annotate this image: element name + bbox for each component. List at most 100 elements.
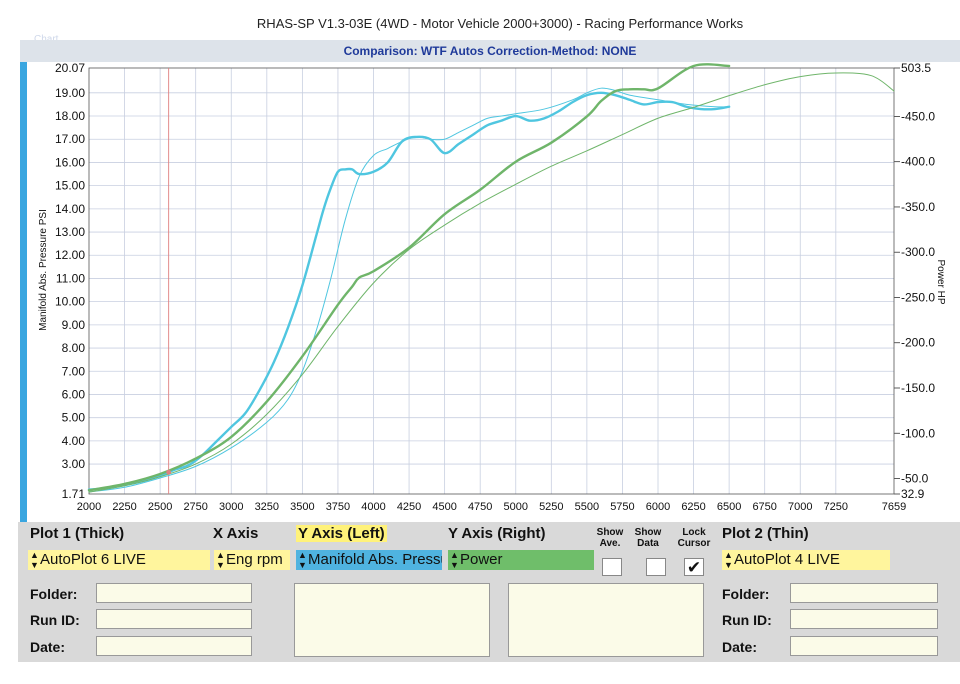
x-tick-label: 4750 bbox=[468, 501, 492, 513]
x-tick-label: 4000 bbox=[361, 501, 385, 513]
y-left-tick-label: 5.00 bbox=[62, 411, 86, 425]
y-left-tick-label: 17.00 bbox=[55, 132, 85, 146]
y-right-tick-label: 32.9 bbox=[901, 487, 925, 501]
lock-cursor-label: Lock Cursor bbox=[677, 527, 711, 549]
spinner-icon: ▲ ▼ bbox=[30, 550, 39, 570]
x-tick-label: 7250 bbox=[824, 501, 848, 513]
plot1-date-field[interactable] bbox=[96, 636, 252, 656]
x-axis-select-value: Eng rpm bbox=[226, 551, 283, 568]
x-axis-header: X Axis bbox=[213, 525, 259, 542]
plot1-folder-field[interactable] bbox=[96, 583, 252, 603]
y-left-tick-label: 18.00 bbox=[55, 109, 85, 123]
y-left-tick-label: 19.00 bbox=[55, 86, 85, 100]
cursor-marker bbox=[166, 469, 172, 475]
show-data-checkbox[interactable] bbox=[646, 558, 666, 576]
y-right-tick-label: -150.0 bbox=[901, 381, 935, 395]
plot2-folder-label: Folder: bbox=[722, 586, 770, 602]
chart-axes: 2000 2250 2500 2750 3000 3250 3500 3750 4000 4250… bbox=[55, 61, 935, 513]
y-left-tick-label: 3.00 bbox=[62, 457, 86, 471]
chart-series bbox=[87, 63, 895, 494]
show-ave-checkbox[interactable] bbox=[602, 558, 622, 576]
y-left-tick-label: 8.00 bbox=[62, 341, 86, 355]
x-axis-select[interactable]: ▲ ▼ Eng rpm bbox=[214, 550, 290, 570]
series-line-power-thick bbox=[87, 63, 731, 492]
plot2-run-id-label: Run ID: bbox=[722, 612, 772, 628]
spinner-icon: ▲ ▼ bbox=[298, 550, 307, 570]
plot2-select-value: AutoPlot 4 LIVE bbox=[734, 551, 840, 568]
left-scroll-strip[interactable] bbox=[20, 62, 27, 522]
plot2-date-field[interactable] bbox=[790, 636, 938, 656]
y-axis-right-header: Y Axis (Right) bbox=[448, 525, 546, 542]
notes-field-right[interactable] bbox=[508, 583, 704, 657]
x-tick-label: 5500 bbox=[575, 501, 599, 513]
y-left-tick-label: 11.00 bbox=[56, 271, 85, 285]
y-right-tick-label: -400.0 bbox=[901, 155, 935, 169]
dyno-chart: 2000 2250 2500 2750 3000 3250 3500 3750 4000 4250… bbox=[38, 61, 946, 513]
plot-frame bbox=[88, 67, 895, 495]
x-tick-label: 4250 bbox=[397, 501, 421, 513]
x-tick-label: 7659 bbox=[882, 501, 906, 513]
date-label: Date: bbox=[30, 639, 66, 655]
y-right-tick-label: -350.0 bbox=[901, 200, 935, 214]
show-data-label: Show Data bbox=[634, 527, 662, 549]
x-tick-label: 2250 bbox=[112, 501, 136, 513]
show-ave-label: Show Ave. bbox=[596, 527, 624, 549]
plot1-header: Plot 1 (Thick) bbox=[30, 525, 125, 542]
plot2-folder-field[interactable] bbox=[790, 583, 938, 603]
plot1-select[interactable]: ▲ ▼ AutoPlot 6 LIVE bbox=[28, 550, 210, 570]
x-tick-label: 6000 bbox=[646, 501, 670, 513]
y-left-tick-label: 12.00 bbox=[55, 248, 85, 262]
x-tick-label: 5000 bbox=[504, 501, 528, 513]
folder-label: Folder: bbox=[30, 586, 78, 602]
y-left-tick-label: 13.00 bbox=[55, 225, 85, 239]
x-tick-label: 3500 bbox=[290, 501, 314, 513]
y-right-tick-label: -300.0 bbox=[901, 245, 935, 259]
plot2-date-label: Date: bbox=[722, 639, 758, 655]
y-left-tick-label: 15.00 bbox=[55, 179, 85, 193]
y-left-tick-label: 10.00 bbox=[55, 295, 85, 309]
run-id-label: Run ID: bbox=[30, 612, 80, 628]
series-line-map-thick bbox=[87, 91, 731, 491]
y-right-tick-label: -50.0 bbox=[901, 472, 929, 486]
x-tick-label: 3750 bbox=[326, 501, 350, 513]
y-axis-left-select[interactable]: ▲▼Manifold Abs. Pressure PSI bbox=[296, 550, 442, 570]
plot2-run-id-field[interactable] bbox=[790, 609, 938, 629]
y-right-tick-label: -100.0 bbox=[901, 426, 935, 440]
spinner-icon: ▲ ▼ bbox=[724, 550, 733, 570]
control-panel: Plot 1 (Thick) X Axis Y Axis (Left) Y Ax… bbox=[18, 522, 960, 662]
y-axis-right-select-value: Power bbox=[460, 551, 503, 568]
y-left-tick-label: 6.00 bbox=[62, 387, 86, 401]
x-tick-label: 3000 bbox=[219, 501, 243, 513]
plot1-select-value: AutoPlot 6 LIVE bbox=[40, 551, 146, 568]
x-tick-label: 6250 bbox=[681, 501, 705, 513]
chart-grid bbox=[89, 68, 894, 494]
lock-cursor-checkbox[interactable]: ✔ bbox=[684, 558, 704, 577]
window-title: Chart bbox=[34, 34, 58, 45]
x-tick-label: 2750 bbox=[183, 501, 207, 513]
notes-field-left[interactable] bbox=[294, 583, 490, 657]
x-tick-label: 2500 bbox=[148, 501, 172, 513]
y-left-tick-label: 14.00 bbox=[55, 202, 85, 216]
x-tick-label: 7000 bbox=[788, 501, 812, 513]
y-axis-right-label: Power HP bbox=[935, 259, 946, 304]
spinner-icon: ▲ ▼ bbox=[450, 550, 459, 570]
plot1-run-id-field[interactable] bbox=[96, 609, 252, 629]
x-tick-label: 6750 bbox=[752, 501, 776, 513]
y-axis-left-header: Y Axis (Left) bbox=[296, 525, 387, 542]
plot2-header: Plot 2 (Thin) bbox=[722, 525, 809, 542]
y-axis-right-select[interactable]: ▲ ▼ Power bbox=[448, 550, 594, 570]
x-tick-label: 5750 bbox=[610, 501, 634, 513]
y-left-tick-label: 1.71 bbox=[62, 487, 86, 501]
y-right-tick-label: -250.0 bbox=[901, 290, 935, 304]
plot2-select[interactable]: ▲ ▼ AutoPlot 4 LIVE bbox=[722, 550, 890, 570]
spinner-icon: ▲ ▼ bbox=[216, 550, 225, 570]
y-axis-left-select-value: Manifold Abs. Pressure PSI bbox=[308, 551, 442, 568]
y-left-tick-label: 20.07 bbox=[55, 61, 85, 75]
x-tick-label: 6500 bbox=[717, 501, 741, 513]
series-line-power-thin bbox=[88, 72, 895, 493]
plot-area bbox=[89, 68, 894, 494]
comparison-subtitle: Comparison: WTF Autos Correction-Method:… bbox=[20, 40, 960, 62]
y-right-tick-label: -450.0 bbox=[901, 109, 935, 123]
y-left-tick-label: 9.00 bbox=[62, 318, 86, 332]
x-tick-label: 4500 bbox=[432, 501, 456, 513]
